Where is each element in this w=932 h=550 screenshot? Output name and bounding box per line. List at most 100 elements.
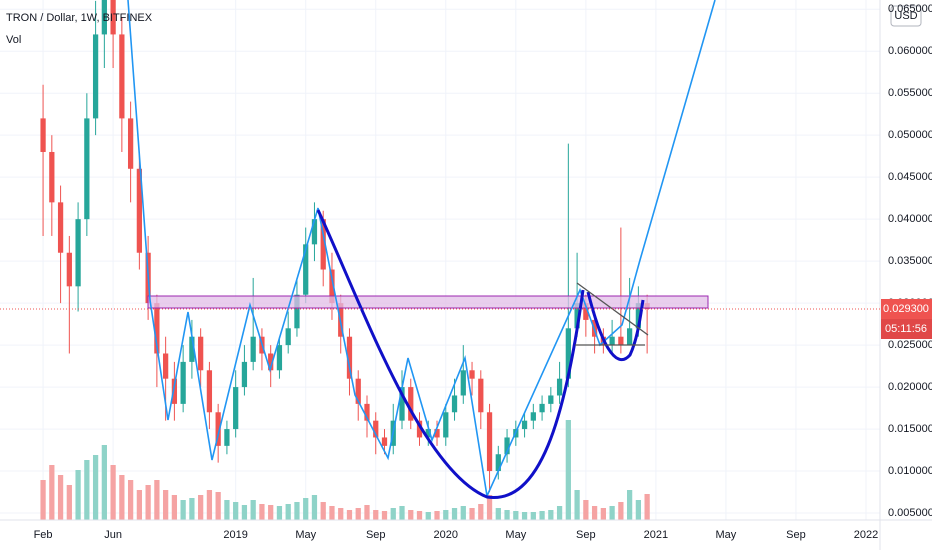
volume-bar	[373, 510, 379, 520]
candle-body	[451, 395, 458, 413]
y-tick-label: 0.050000	[888, 129, 932, 141]
y-tick-label: 0.015000	[888, 423, 932, 435]
last-price-label: 0.029300	[883, 303, 929, 315]
volume-title: Vol	[6, 34, 21, 46]
volume-bar	[268, 505, 274, 520]
candle-body	[530, 412, 536, 421]
volume-bar	[548, 510, 554, 520]
volume-bar	[110, 465, 116, 520]
candle-body	[233, 387, 239, 430]
candle-body	[320, 219, 326, 270]
volume-bar	[215, 492, 221, 520]
x-tick-label: Sep	[786, 529, 806, 541]
x-tick-label: Sep	[576, 529, 596, 541]
y-tick-label: 0.045000	[888, 171, 932, 183]
volume-bar	[434, 511, 440, 520]
candle-body	[285, 328, 291, 346]
candle-body	[399, 387, 405, 421]
y-tick-label: 0.060000	[888, 45, 932, 57]
volume-bar	[66, 485, 72, 520]
volume-bar	[92, 455, 99, 520]
x-tick-label: 2019	[223, 529, 247, 541]
y-tick-label: 0.040000	[888, 213, 932, 225]
candle-body	[136, 168, 142, 253]
y-tick-label: 0.020000	[888, 381, 932, 393]
candle-body	[574, 303, 580, 329]
volume-bar	[75, 470, 81, 520]
drawings	[127, 0, 716, 499]
volume-bar	[425, 512, 431, 520]
candle-body	[171, 378, 178, 404]
candle-body	[548, 395, 554, 404]
volume-bar	[189, 498, 195, 520]
candle-body	[618, 336, 624, 346]
candle-body	[565, 328, 571, 379]
candle-body	[101, 0, 107, 35]
x-tick-label: Feb	[34, 529, 53, 541]
volume-bar	[609, 506, 615, 520]
volume-bar	[145, 485, 151, 520]
volume-bar	[355, 508, 361, 520]
candle-body	[556, 378, 563, 396]
handle-curve	[586, 291, 645, 362]
candle-body	[154, 303, 160, 354]
candle-body	[241, 361, 248, 388]
candle-body	[250, 336, 256, 362]
volume-bar	[127, 480, 134, 520]
candle-body	[110, 0, 116, 35]
x-tick-label: Sep	[366, 529, 386, 541]
volume-bar	[40, 480, 46, 520]
countdown-box	[881, 318, 932, 339]
candle-body	[92, 34, 99, 119]
volume-bar	[171, 495, 178, 520]
volume-bar	[390, 508, 396, 520]
volume-bar	[233, 502, 239, 520]
volume-bar	[635, 500, 642, 520]
candle-body	[478, 378, 484, 413]
candle-body	[189, 336, 195, 362]
volume-bar	[451, 508, 458, 520]
candle-body	[224, 429, 230, 446]
candle-body	[460, 370, 466, 396]
candle-body	[495, 454, 501, 472]
candle-body	[206, 370, 213, 413]
currency-box[interactable]	[890, 5, 922, 27]
volume-bar	[84, 460, 90, 520]
volume-bar	[504, 510, 510, 520]
x-tick-label: May	[716, 529, 737, 541]
volume-bar	[163, 490, 169, 520]
volume-bar	[618, 502, 624, 520]
currency[interactable]: USD	[894, 10, 917, 22]
candle-body	[583, 303, 589, 320]
candle-body	[66, 252, 72, 287]
volume-bar	[574, 490, 580, 520]
candle-body	[521, 420, 528, 430]
candle-body	[416, 420, 423, 438]
y-tick-label: 0.065000	[888, 3, 932, 15]
candle-body	[49, 151, 55, 203]
volume-bar	[101, 445, 107, 520]
volume-bar	[443, 510, 449, 520]
volume-bar	[591, 506, 598, 520]
volume-bar	[294, 502, 300, 520]
candle-body	[408, 387, 414, 421]
volume-bar	[644, 494, 650, 520]
volume-bar	[521, 512, 528, 520]
candle-body	[346, 336, 353, 379]
volume-bar	[626, 490, 633, 520]
volume-bar	[250, 500, 256, 520]
volume-bar	[338, 508, 344, 520]
candle-body	[486, 412, 493, 472]
x-tick-label: 2022	[854, 529, 878, 541]
volume-bar	[320, 502, 326, 520]
candle-body	[268, 353, 274, 371]
candle-body	[434, 429, 440, 438]
volume-bar	[49, 465, 55, 520]
volume-bar	[224, 500, 230, 520]
countdown: 05:11:56	[885, 323, 927, 335]
candle-body	[626, 328, 633, 346]
volume-bar	[206, 490, 213, 520]
candle-body	[381, 437, 388, 446]
candle-body	[373, 420, 379, 438]
volume-bar	[539, 511, 545, 520]
